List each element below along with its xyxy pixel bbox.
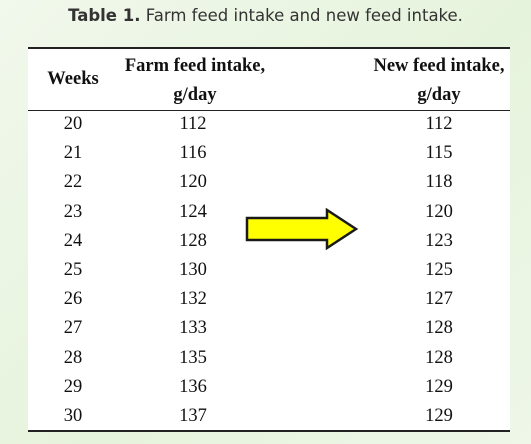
table-row: 30 137 129 (28, 402, 510, 431)
header-weeks: Weeks (47, 69, 99, 89)
table-header-rule (28, 110, 510, 111)
cell-farm-intake: 135 (179, 347, 207, 368)
table-row: 26 132 127 (28, 285, 510, 314)
cell-new-intake: 112 (425, 114, 453, 134)
cell-farm-intake: 137 (179, 405, 207, 426)
table-row: 20 112 112 (28, 110, 510, 139)
header-new-line1: New feed intake, (373, 56, 505, 76)
cell-new-intake: 127 (425, 289, 453, 310)
cell-new-intake: 128 (425, 318, 453, 339)
cell-week: 23 (63, 201, 83, 222)
cell-new-intake: 129 (425, 405, 453, 426)
header-new-line2: g/day (417, 85, 461, 105)
cell-new-intake: 115 (425, 143, 453, 164)
cell-farm-intake: 128 (179, 230, 207, 251)
header-farm-feed-intake: Farm feed intake, g/day (110, 52, 280, 110)
right-arrow-icon (245, 208, 359, 250)
cell-farm-intake: 124 (179, 201, 207, 222)
cell-new-intake: 123 (425, 230, 453, 251)
cell-new-intake: 129 (425, 376, 453, 397)
cell-farm-intake: 130 (179, 259, 207, 280)
table-row: 24 128 123 (28, 227, 510, 256)
cell-new-intake: 120 (425, 201, 453, 222)
cell-week: 25 (63, 259, 83, 280)
cell-week: 20 (63, 114, 83, 134)
cell-week: 28 (63, 347, 83, 368)
cell-new-intake: 118 (425, 172, 453, 193)
cell-week: 30 (63, 405, 83, 426)
caption-text: Farm feed intake and new feed intake. (145, 6, 463, 25)
cell-week: 24 (63, 230, 83, 251)
header-new-feed-intake: New feed intake, g/day (358, 52, 520, 110)
cell-new-intake: 128 (425, 347, 453, 368)
table-row: 22 120 118 (28, 168, 510, 197)
cell-farm-intake: 116 (179, 143, 207, 164)
table-caption: Table 1. Farm feed intake and new feed i… (0, 6, 531, 25)
cell-week: 22 (63, 172, 83, 193)
cell-farm-intake: 132 (179, 289, 207, 310)
table-row: 29 136 129 (28, 373, 510, 402)
table-row: 27 133 128 (28, 314, 510, 343)
table-row: 25 130 125 (28, 256, 510, 285)
table-row: 21 116 115 (28, 139, 510, 168)
cell-farm-intake: 136 (179, 376, 207, 397)
cell-farm-intake: 133 (179, 318, 207, 339)
table-row: 23 124 120 (28, 198, 510, 227)
cell-week: 21 (63, 143, 83, 164)
cell-week: 27 (63, 318, 83, 339)
table-row: 28 135 128 (28, 344, 510, 373)
cell-week: 26 (63, 289, 83, 310)
cell-farm-intake: 112 (179, 114, 207, 134)
cell-farm-intake: 120 (179, 172, 207, 193)
header-farm-line2: g/day (173, 85, 217, 105)
caption-label: Table 1. (68, 6, 141, 25)
cell-week: 29 (63, 376, 83, 397)
cell-new-intake: 125 (425, 259, 453, 280)
feed-intake-table: Weeks Farm feed intake, g/day New feed i… (28, 47, 510, 432)
header-farm-line1: Farm feed intake, (124, 56, 266, 76)
table-top-rule (28, 47, 510, 49)
table-body: 20 112 112 21 116 115 22 120 118 23 124 120 24 12… (28, 110, 510, 431)
table-bottom-rule (28, 430, 510, 432)
